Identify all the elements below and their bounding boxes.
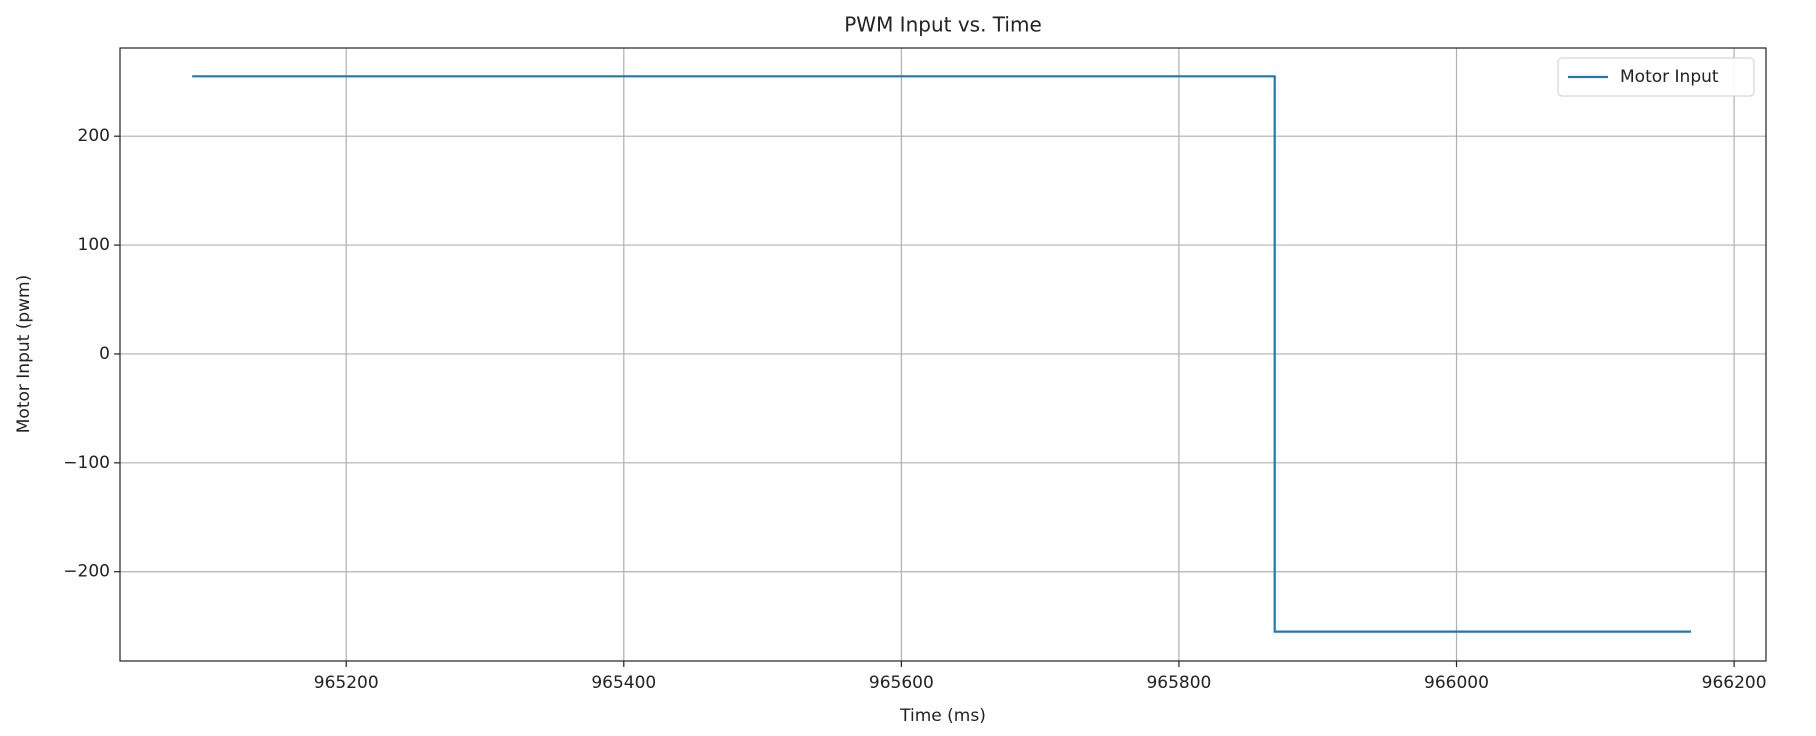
y-tick-label: 200: [78, 126, 110, 146]
x-tick-label: 966200: [1702, 673, 1767, 693]
plot-frame: [119, 47, 1767, 662]
legend-label: Motor Input: [1620, 67, 1719, 87]
x-tick-label: 966000: [1424, 673, 1489, 693]
y-axis-label: Motor Input (pwm): [14, 275, 34, 433]
x-tick-label: 965200: [314, 673, 379, 693]
y-tick-label: 100: [78, 235, 110, 255]
x-axis-label: Time (ms): [899, 706, 986, 726]
legend-box: [1557, 57, 1755, 97]
y-tick-label: −200: [63, 562, 110, 582]
data-line: [192, 75, 1692, 633]
x-tick-label: 965800: [1146, 673, 1211, 693]
y-tick-label: −100: [63, 453, 110, 473]
legend: Motor Input: [1557, 57, 1755, 97]
chart-title: PWM Input vs. Time: [844, 13, 1042, 37]
x-tick-label: 965600: [869, 673, 934, 693]
y-tick-label: 0: [99, 344, 110, 364]
x-tick-label: 965400: [591, 673, 656, 693]
